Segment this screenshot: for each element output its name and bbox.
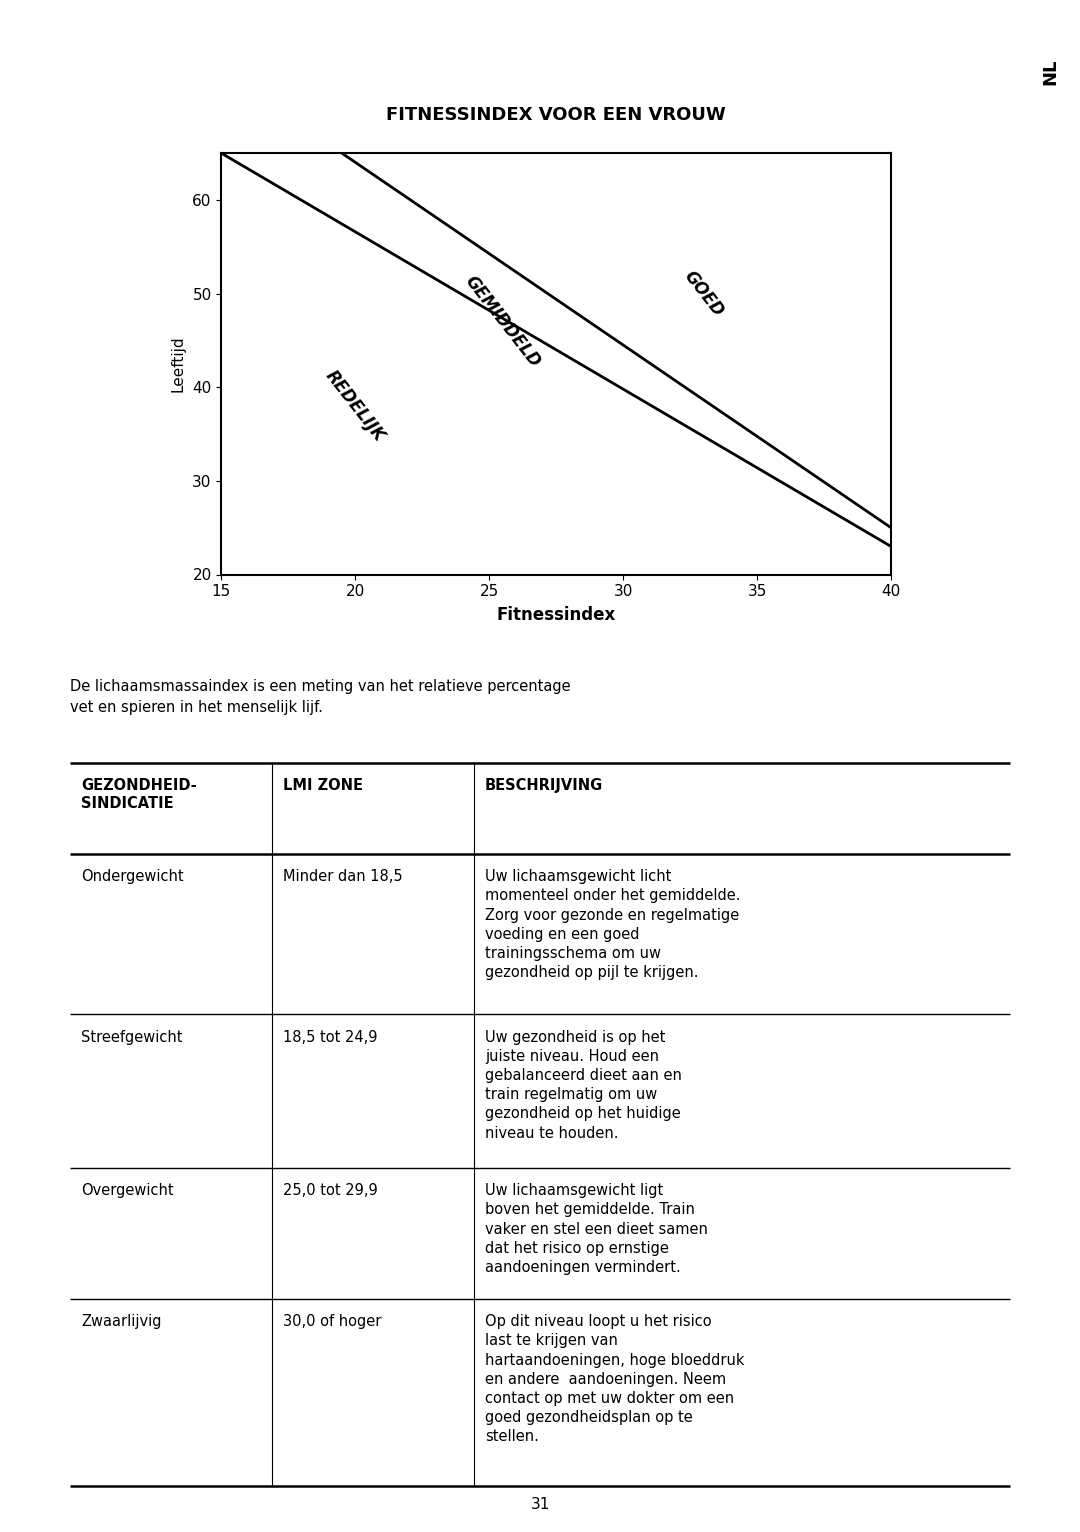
Text: GOED: GOED <box>680 267 727 320</box>
Text: LMI ZONE: LMI ZONE <box>283 778 363 794</box>
Text: Uw lichaamsgewicht ligt
boven het gemiddelde. Train
vaker en stel een dieet same: Uw lichaamsgewicht ligt boven het gemidd… <box>485 1183 707 1275</box>
Text: Zwaarlijvig: Zwaarlijvig <box>81 1314 162 1330</box>
Text: GEZONDHEID-
SINDICATIE: GEZONDHEID- SINDICATIE <box>81 778 197 810</box>
Text: FITNESSINDEX VOOR EEN VROUW: FITNESSINDEX VOOR EEN VROUW <box>387 106 726 124</box>
Text: 30,0 of hoger: 30,0 of hoger <box>283 1314 381 1330</box>
Text: Streefgewicht: Streefgewicht <box>81 1030 183 1045</box>
Text: LICHAAMSMASSAINDEX: LICHAAMSMASSAINDEX <box>81 634 320 653</box>
Text: BESCHRIJVING: BESCHRIJVING <box>485 778 604 794</box>
Text: Uw lichaamsgewicht licht
momenteel onder het gemiddelde.
Zorg voor gezonde en re: Uw lichaamsgewicht licht momenteel onder… <box>485 869 741 980</box>
Y-axis label: Leeftijd: Leeftijd <box>171 336 186 392</box>
Text: 18,5 tot 24,9: 18,5 tot 24,9 <box>283 1030 378 1045</box>
X-axis label: Fitnessindex: Fitnessindex <box>497 607 616 624</box>
Text: 25,0 tot 29,9: 25,0 tot 29,9 <box>283 1183 378 1198</box>
Text: De lichaamsmassaindex is een meting van het relatieve percentage
vet en spieren : De lichaamsmassaindex is een meting van … <box>70 679 571 714</box>
Text: 31: 31 <box>530 1497 550 1512</box>
Text: Overgewicht: Overgewicht <box>81 1183 174 1198</box>
Text: Ondergewicht: Ondergewicht <box>81 869 184 884</box>
Text: Minder dan 18,5: Minder dan 18,5 <box>283 869 403 884</box>
Text: Op dit niveau loopt u het risico
last te krijgen van
hartaandoeningen, hoge bloe: Op dit niveau loopt u het risico last te… <box>485 1314 744 1445</box>
Text: NL: NL <box>1041 58 1059 84</box>
Text: Uw gezondheid is op het
juiste niveau. Houd een
gebalanceerd dieet aan en
train : Uw gezondheid is op het juiste niveau. H… <box>485 1030 681 1140</box>
Text: GEMIDDELD: GEMIDDELD <box>461 273 544 371</box>
Text: REDELIJK: REDELIJK <box>322 368 389 444</box>
